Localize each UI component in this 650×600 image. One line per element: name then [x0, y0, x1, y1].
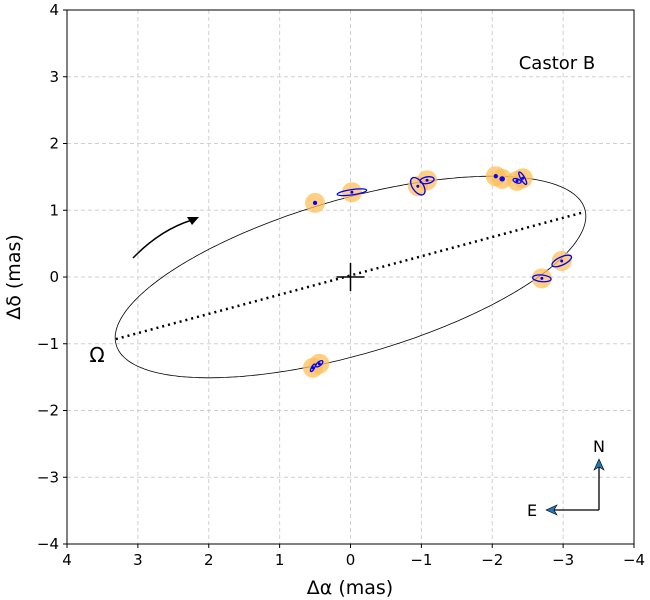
y-tick-label: 0: [49, 268, 59, 286]
compass-north-label: N: [593, 437, 605, 456]
motion-arrow: [132, 217, 199, 259]
point-center: [311, 366, 315, 370]
y-tick-label: −4: [37, 535, 59, 553]
point-center: [313, 201, 317, 205]
y-tick-label: 3: [49, 68, 59, 86]
primary-star-marker: [336, 263, 365, 291]
error-ellipse: [419, 176, 435, 185]
y-tick-label: 4: [49, 1, 59, 19]
x-tick-label: −2: [481, 551, 503, 569]
data-points: [302, 166, 573, 378]
point-center: [494, 174, 498, 178]
point-center: [540, 276, 544, 280]
x-tick-label: 3: [133, 551, 143, 569]
y-tick-label: 2: [49, 135, 59, 153]
x-tick-label: −3: [552, 551, 574, 569]
compass-east-label: E: [527, 501, 537, 520]
x-axis-label: Δα (mas): [307, 577, 393, 599]
north-arrow-icon: [593, 458, 605, 471]
x-tick-label: 4: [62, 551, 72, 569]
y-tick-label: −2: [37, 402, 59, 420]
error-ellipse: [532, 274, 552, 283]
node-label: Ω: [89, 343, 104, 367]
y-tick-label: 1: [49, 201, 59, 219]
point-center: [350, 190, 354, 194]
y-axis-label: Δδ (mas): [3, 234, 25, 320]
error-ellipse: [315, 359, 324, 368]
x-tick-label: −1: [410, 551, 432, 569]
x-tick-label: 0: [346, 551, 356, 569]
y-tick-label: −3: [37, 468, 59, 486]
point-center: [416, 184, 420, 188]
point-center: [515, 179, 519, 183]
point-center: [560, 259, 564, 263]
compass: N E: [527, 437, 605, 520]
x-tick-label: 1: [275, 551, 285, 569]
ticks: 4 3 2 1 0 −1 −2 −3 −4 −4 −3 −2 −1 0 1 2 3 4: [37, 1, 645, 569]
error-ellipse: [309, 363, 317, 373]
orbit: [114, 175, 587, 379]
line-of-nodes: [115, 211, 585, 341]
orbit-ellipse: [114, 175, 587, 379]
x-tick-label: 2: [204, 551, 214, 569]
east-arrow-icon: [545, 504, 558, 516]
error-ellipse: [551, 254, 573, 268]
annotation-castor-b: Castor B: [519, 53, 596, 74]
error-ellipse: [512, 177, 522, 184]
point-center: [317, 362, 321, 366]
error-ellipse: [336, 188, 368, 197]
error-ellipse: [518, 171, 528, 186]
point-center: [521, 176, 525, 180]
point-center: [500, 177, 504, 181]
x-tick-label: −4: [623, 551, 645, 569]
point-center: [425, 178, 429, 182]
error-ellipse: [499, 176, 505, 182]
y-tick-label: −1: [37, 335, 59, 353]
